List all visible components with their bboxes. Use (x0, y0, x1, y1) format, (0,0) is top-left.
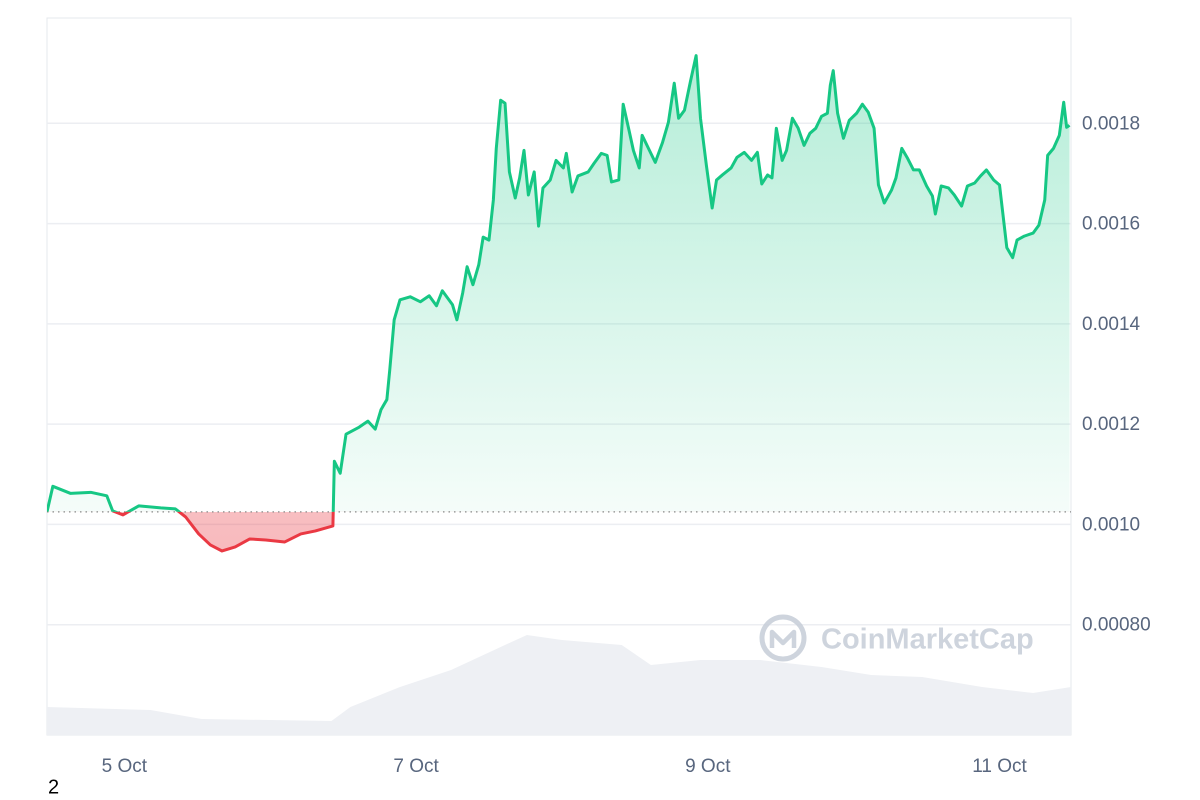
watermark-text: CoinMarketCap (821, 624, 1034, 656)
x-tick-label: 7 Oct (393, 756, 439, 777)
y-tick-label: 0.00080 (1082, 615, 1151, 636)
price-line-up (47, 54, 1071, 512)
watermark-logo-mark (769, 629, 797, 648)
watermark-logo (759, 614, 807, 662)
y-tick-label: 0.0018 (1082, 113, 1140, 134)
x-tick-label: 9 Oct (685, 756, 731, 777)
page-number: 2 (48, 776, 59, 798)
y-tick-label: 0.0012 (1082, 414, 1140, 435)
y-tick-label: 0.0010 (1082, 514, 1140, 535)
x-tick-label: 11 Oct (972, 756, 1027, 777)
y-tick-label: 0.0016 (1082, 214, 1140, 235)
area-down (47, 511, 1070, 551)
area-up (47, 55, 1070, 512)
y-tick-label: 0.0014 (1082, 314, 1141, 335)
x-tick-label: 5 Oct (102, 756, 148, 777)
watermark: CoinMarketCap (759, 614, 1034, 662)
volume-area (47, 635, 1071, 735)
